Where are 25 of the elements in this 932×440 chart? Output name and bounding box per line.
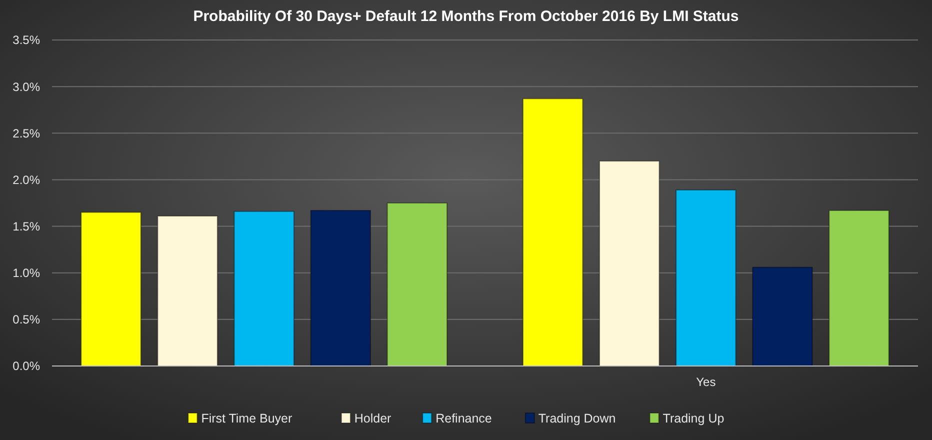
y-tick-label: 0.0% xyxy=(12,359,40,374)
legend-label: Holder xyxy=(354,411,392,426)
bar xyxy=(828,210,890,366)
chart-title: Probability Of 30 Days+ Default 12 Months From October 2016 By LMI Status xyxy=(193,8,739,25)
bar xyxy=(599,160,660,366)
y-tick-label: 1.5% xyxy=(12,219,40,234)
bar xyxy=(386,202,448,366)
legend-label: Refinance xyxy=(436,411,492,426)
y-tick-label: 3.5% xyxy=(12,33,40,48)
y-tick-label: 2.0% xyxy=(12,172,40,187)
legend-label: Trading Down xyxy=(538,411,616,426)
y-tick-label: 3.0% xyxy=(12,80,40,94)
y-tick-label: 1.0% xyxy=(12,266,40,280)
y-tick-label: 0.5% xyxy=(12,312,40,327)
bar xyxy=(157,216,218,366)
bar xyxy=(234,210,294,366)
bar xyxy=(752,266,813,366)
y-tick-label: 2.5% xyxy=(12,126,40,140)
legend-label: Trading Up xyxy=(662,411,724,426)
bar xyxy=(310,210,371,366)
bar xyxy=(522,98,584,366)
bar xyxy=(676,189,736,366)
x-tick-label: Yes xyxy=(696,375,716,389)
bar xyxy=(80,212,142,366)
legend-label: First Time Buyer xyxy=(201,411,292,426)
